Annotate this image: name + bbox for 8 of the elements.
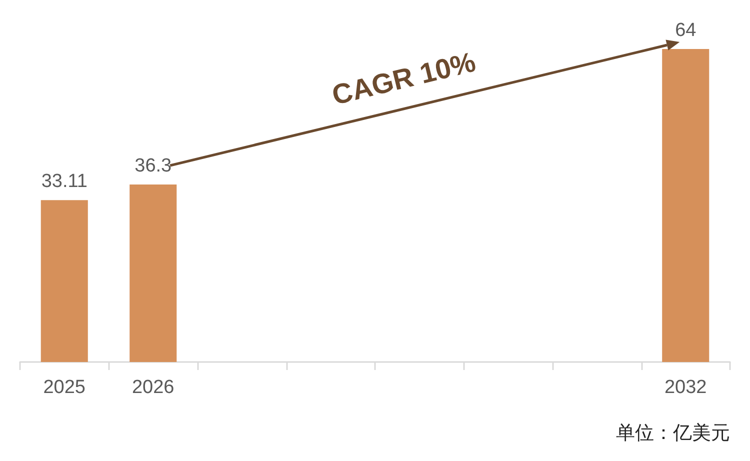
text: 单位：亿美元: [616, 422, 730, 446]
x-tick-label: 2032: [664, 377, 707, 398]
data-label: 33.11: [41, 171, 88, 192]
data-label: 36.3: [134, 155, 172, 176]
x-tick-label: 2026: [132, 377, 174, 398]
x-tick-label: 2025: [43, 377, 86, 398]
data-label: 64: [675, 20, 697, 41]
annotation: CAGR 10%: [329, 46, 479, 111]
